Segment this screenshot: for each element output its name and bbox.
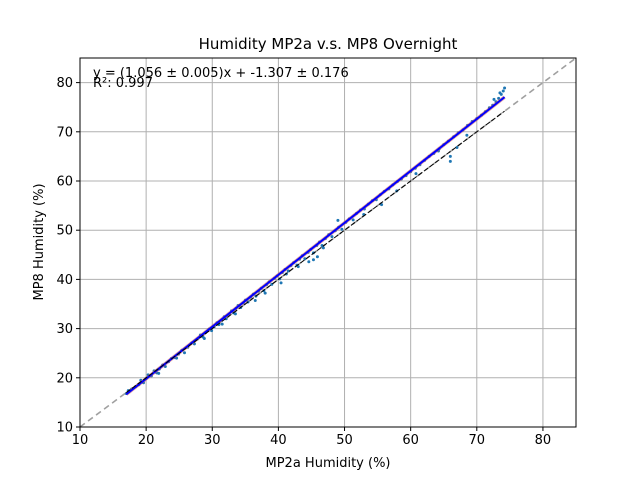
x-tick-label: 70: [469, 433, 486, 448]
data-point: [263, 291, 267, 295]
data-point: [492, 97, 496, 101]
data-point: [307, 260, 311, 264]
fit-line-layer: [125, 95, 506, 396]
grid-lines: [79, 58, 576, 428]
y-tick-label: 50: [56, 224, 73, 239]
r-squared-annotation: R²: 0.997: [93, 76, 153, 91]
data-point: [311, 258, 315, 262]
data-point: [321, 246, 325, 250]
data-point: [303, 257, 307, 261]
data-point: [279, 281, 283, 285]
data-point: [340, 227, 344, 231]
data-point: [498, 91, 502, 95]
x-tick-label: 60: [402, 433, 419, 448]
data-point: [286, 269, 290, 273]
x-tick-label: 40: [270, 433, 287, 448]
data-point: [501, 89, 505, 93]
data-point: [503, 86, 507, 90]
data-point: [315, 255, 319, 259]
x-tick-label: 30: [204, 433, 221, 448]
data-point: [414, 172, 418, 176]
x-axis-ticks: 10 20 30 40 50 60 70 80: [72, 427, 551, 448]
data-point: [455, 146, 459, 150]
data-point: [330, 235, 334, 239]
x-tick-label: 20: [138, 433, 155, 448]
data-point: [380, 203, 384, 207]
y-tick-label: 10: [56, 421, 73, 436]
data-point: [448, 154, 452, 158]
fit-equation-annotation: y = (1.056 ± 0.005)x + -1.307 ± 0.176: [93, 66, 349, 81]
data-point: [465, 133, 469, 137]
x-tick-label: 50: [336, 433, 353, 448]
data-point: [448, 159, 452, 163]
data-point: [336, 218, 340, 222]
x-tick-label: 10: [72, 433, 89, 448]
chart-title: Humidity MP2a v.s. MP8 Overnight: [199, 35, 458, 53]
y-tick-label: 70: [56, 125, 73, 140]
y-axis-label: MP8 Humidity (%): [32, 183, 47, 300]
y-tick-label: 30: [56, 322, 73, 337]
y-tick-label: 40: [56, 273, 73, 288]
x-axis-label: MP2a Humidity (%): [266, 456, 391, 471]
y-tick-label: 20: [56, 371, 73, 386]
fit-line: [125, 96, 506, 396]
data-point: [233, 312, 237, 316]
data-point: [351, 218, 355, 222]
data-point: [296, 265, 300, 269]
x-tick-label: 80: [535, 433, 552, 448]
data-point: [253, 299, 257, 303]
y-tick-label: 80: [56, 76, 73, 91]
plot-frame: [79, 57, 577, 428]
data-point: [220, 322, 224, 326]
reference-line: [125, 110, 505, 393]
y-axis-ticks: 10 20 30 40 50 60 70 80: [56, 76, 80, 436]
data-point: [202, 336, 206, 340]
y-tick-label: 60: [56, 175, 73, 190]
data-point: [182, 351, 186, 355]
data-point: [157, 371, 161, 375]
